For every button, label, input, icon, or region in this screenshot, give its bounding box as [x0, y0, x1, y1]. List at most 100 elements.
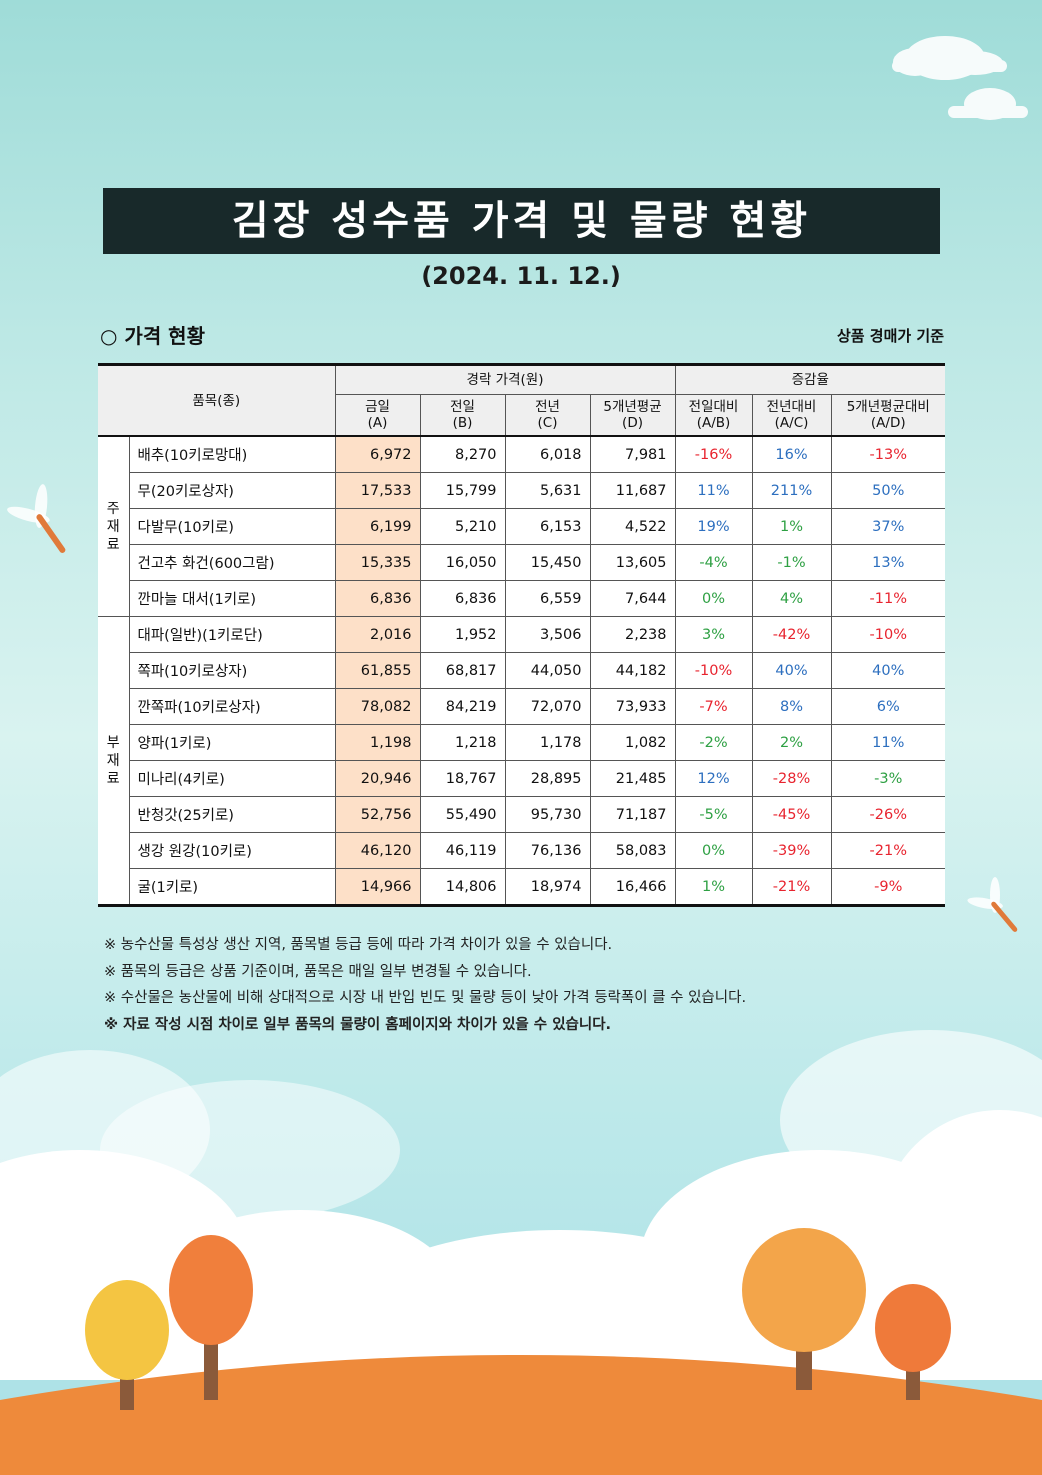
rate-ab: -16%	[674, 435, 753, 473]
price-c: 1,178	[504, 724, 591, 761]
item-name: 반청갓(25키로)	[129, 796, 336, 833]
price-c: 28,895	[504, 760, 591, 797]
price-a: 20,946	[334, 760, 421, 797]
price-b: 6,836	[419, 580, 506, 617]
price-a: 2,016	[334, 616, 421, 653]
rate-ab: -7%	[674, 688, 753, 725]
rate-ac: 1%	[751, 508, 832, 545]
rate-ac: 8%	[751, 688, 832, 725]
price-c: 6,559	[504, 580, 591, 617]
table-row: 미나리(4키로) 20,946 18,767 28,895 21,485 12% -28% -…	[98, 760, 946, 797]
rate-ad: -3%	[830, 760, 946, 797]
price-d: 16,466	[589, 868, 676, 906]
item-name: 대파(일반)(1키로단)	[128, 616, 336, 653]
rate-ac: -45%	[751, 796, 832, 833]
rate-ac: -39%	[751, 832, 832, 869]
header-item: 품목(종)	[98, 364, 336, 437]
price-b: 46,119	[419, 832, 506, 869]
rate-ad: 50%	[830, 472, 946, 509]
price-table-body: 주 재 료 배추(10키로망대) 6,972 8,270 6,018 7,981 -16% 16%…	[98, 435, 946, 906]
rate-ab: -10%	[674, 652, 753, 689]
price-a: 17,533	[334, 472, 421, 509]
cloud-icon	[948, 88, 1028, 120]
rate-ab: 1%	[674, 868, 753, 906]
price-d: 1,082	[589, 724, 676, 761]
rate-ad: 37%	[830, 508, 946, 545]
price-b: 5,210	[419, 508, 506, 545]
rate-ad: -13%	[830, 435, 946, 473]
price-d: 13,605	[589, 544, 676, 581]
rate-ad: -21%	[830, 832, 946, 869]
price-b: 1,218	[419, 724, 506, 761]
table-row: 깐쪽파(10키로상자) 78,082 84,219 72,070 73,933 -7% 8%…	[98, 688, 946, 725]
header-col-0: 금일 (A)	[335, 394, 421, 437]
price-b: 14,806	[419, 868, 506, 906]
header-col-3: 5개년평균 (D)	[589, 394, 676, 437]
rate-ab: 12%	[674, 760, 753, 797]
dragonfly-icon	[7, 484, 66, 553]
rate-ad: -26%	[830, 796, 946, 833]
note-item: ※ 수산물은 농산물에 비해 상대적으로 시장 내 반입 빈도 및 물량 등이 …	[104, 990, 747, 1006]
rate-ab: 3%	[674, 616, 753, 653]
price-a: 15,335	[334, 544, 421, 581]
price-d: 21,485	[589, 760, 676, 797]
rate-ab: 19%	[674, 508, 753, 545]
header-col-sub: (C)	[537, 415, 558, 431]
header-col-sub: (A/B)	[696, 415, 731, 431]
tree-icon	[85, 1280, 169, 1410]
header-col-sub: (A)	[367, 415, 388, 431]
table-row: 쪽파(10키로상자) 61,855 68,817 44,050 44,182 -10% 40…	[98, 652, 946, 689]
header-col-5: 전년대비 (A/C)	[751, 394, 832, 437]
rate-ad: -10%	[830, 616, 946, 653]
price-c: 5,631	[504, 472, 591, 509]
price-d: 44,182	[589, 652, 676, 689]
price-c: 44,050	[504, 652, 591, 689]
item-name: 다발무(10키로)	[129, 508, 336, 545]
rate-ab: 0%	[674, 580, 753, 617]
price-b: 15,799	[419, 472, 506, 509]
header-col-name: 전년	[535, 399, 560, 415]
price-a: 61,855	[334, 652, 421, 689]
price-a: 46,120	[334, 832, 421, 869]
dragonfly-icon	[967, 877, 1018, 932]
price-b: 1,952	[419, 616, 506, 653]
rate-ac: 211%	[751, 472, 832, 509]
header-col-sub: (A/D)	[870, 415, 906, 431]
rate-ac: 4%	[751, 580, 832, 617]
item-name: 쪽파(10키로상자)	[129, 652, 336, 689]
item-name: 배추(10키로망대)	[128, 435, 336, 473]
note-item: ※ 농수산물 특성상 생산 지역, 품목별 등급 등에 따라 가격 차이가 있을…	[104, 937, 613, 953]
rate-ac: 16%	[751, 435, 832, 473]
price-a: 52,756	[334, 796, 421, 833]
header-col-name: 전년대비	[766, 399, 817, 415]
note-item: ※ 품목의 등급은 상품 기준이며, 품목은 매일 일부 변경될 수 있습니다.	[104, 963, 532, 980]
table-row: 부 재 료 대파(일반)(1키로단) 2,016 1,952 3,506 2,238 3% -42…	[98, 616, 946, 906]
page-title: 김장 성수품 가격 및 물량 현황	[103, 188, 940, 254]
price-d: 7,644	[589, 580, 676, 617]
price-d: 2,238	[589, 616, 676, 653]
price-a: 78,082	[334, 688, 421, 725]
rate-ab: 0%	[674, 832, 753, 869]
table-row: 무(20키로상자) 17,533 15,799 5,631 11,687 11% 211% 5…	[98, 472, 946, 509]
price-d: 58,083	[589, 832, 676, 869]
price-c: 76,136	[504, 832, 591, 869]
price-b: 8,270	[419, 435, 506, 473]
header-col-4: 전일대비 (A/B)	[674, 394, 753, 437]
price-b: 55,490	[419, 796, 506, 833]
rate-ab: 11%	[674, 472, 753, 509]
notes: ※ 농수산물 특성상 생산 지역, 품목별 등급 등에 따라 가격 차이가 있을…	[104, 932, 746, 1038]
rate-ad: 13%	[830, 544, 946, 581]
price-a: 6,836	[334, 580, 421, 617]
rate-ac: -28%	[751, 760, 832, 797]
tree-icon	[742, 1228, 866, 1390]
price-b: 84,219	[419, 688, 506, 725]
tree-icon	[875, 1284, 951, 1400]
rate-ac: -21%	[751, 868, 832, 906]
rate-ab: -2%	[674, 724, 753, 761]
header-col-name: 금일	[365, 399, 390, 415]
header-subrow: 금일 (A) 전일 (B) 전년 (C) 5개년평균 (D) 전일대비 (A/B) 전년대비 (A/C…	[98, 394, 946, 437]
price-c: 18,974	[504, 868, 591, 906]
price-b: 68,817	[419, 652, 506, 689]
